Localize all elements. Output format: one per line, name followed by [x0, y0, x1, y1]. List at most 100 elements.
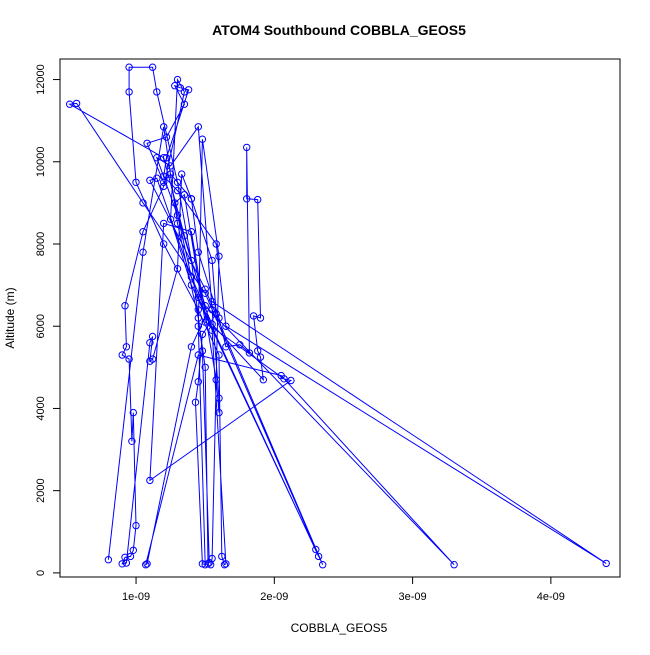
data-point: [198, 347, 207, 355]
chart-title: ATOM4 Southbound COBBLA_GEOS5: [212, 22, 466, 38]
data-point: [153, 154, 161, 162]
data-point: [215, 394, 223, 402]
data-point: [122, 343, 131, 351]
data-point: [215, 351, 223, 359]
data-point: [148, 355, 157, 363]
data-point: [142, 561, 150, 569]
data-point: [146, 339, 154, 347]
data-point: [256, 353, 265, 361]
data-point: [66, 100, 74, 108]
data-point: [132, 178, 140, 187]
data-point: [243, 195, 251, 203]
data-point: [139, 248, 147, 256]
data-point: [160, 182, 168, 191]
data-point: [198, 135, 207, 143]
data-point: [222, 343, 230, 351]
data-point: [160, 178, 168, 187]
data-point: [173, 211, 182, 219]
data-point: [208, 306, 216, 314]
data-point: [201, 285, 209, 293]
y-axis: 0 2000 4000 6000 8000 10000 12000: [35, 64, 61, 576]
data-point: [173, 178, 182, 187]
y-tick-label: 6000: [35, 314, 47, 338]
x-axis-label: COBBLA_GEOS5: [291, 621, 388, 635]
data-point: [173, 219, 182, 228]
data-point: [602, 559, 610, 568]
data-point: [201, 302, 209, 310]
data-point: [143, 139, 151, 148]
data-point: [128, 437, 136, 445]
data-point: [191, 398, 200, 406]
data-point: [194, 314, 203, 322]
data-point: [143, 560, 151, 568]
data-point: [121, 302, 129, 310]
data-point: [215, 252, 223, 260]
data-point: [148, 332, 157, 341]
x-axis: 1e-09 2e-09 3e-09 4e-09: [122, 576, 565, 603]
data-point: [277, 371, 285, 380]
data-point: [153, 88, 161, 96]
data-point: [180, 232, 189, 240]
y-tick-label: 4000: [35, 396, 47, 420]
data-point: [259, 376, 267, 384]
data-point: [212, 376, 220, 384]
data-point: [166, 162, 175, 170]
x-tick-label: 4e-09: [537, 591, 565, 603]
data-point: [187, 256, 196, 265]
data-point: [173, 75, 182, 84]
y-tick-label: 10000: [35, 146, 47, 177]
data-point: [287, 376, 295, 385]
data-point: [222, 322, 230, 330]
data-point: [148, 63, 157, 71]
data-point: [125, 355, 133, 363]
data-point: [256, 314, 265, 322]
data-point: [180, 191, 189, 199]
data-point: [139, 199, 147, 207]
plot-frame: [59, 58, 621, 578]
x-tick-label: 1e-09: [122, 591, 150, 603]
data-point: [249, 312, 258, 320]
data-point: [72, 99, 81, 108]
data-point: [125, 63, 133, 71]
data-point: [187, 281, 196, 289]
data-point: [245, 349, 254, 357]
data-point: [178, 170, 186, 178]
data-point: [118, 560, 126, 568]
data-point: [218, 552, 226, 561]
data-point: [319, 561, 327, 569]
data-point: [184, 86, 193, 94]
data-point: [208, 256, 216, 265]
x-tick-label: 3e-09: [399, 591, 427, 603]
data-point: [194, 123, 203, 131]
data-point: [220, 561, 229, 569]
data-point: [212, 240, 220, 248]
data-point: [126, 552, 135, 561]
data-point: [162, 154, 171, 162]
data-point: [243, 143, 251, 152]
data-point: [201, 561, 209, 569]
data-point: [166, 215, 175, 224]
data-point: [104, 556, 113, 564]
data-point: [208, 320, 216, 328]
data-point: [201, 318, 209, 326]
data-point: [118, 351, 126, 359]
data-point: [187, 343, 196, 351]
data-point: [139, 228, 147, 236]
data-point: [215, 408, 223, 417]
data-point: [187, 228, 196, 236]
data-point: [171, 82, 179, 90]
data-point: [173, 186, 182, 195]
data-point: [312, 545, 320, 554]
data-point: [187, 273, 196, 281]
series-layer: [66, 63, 610, 569]
data-point: [171, 199, 179, 207]
data-point: [146, 476, 154, 485]
data-point: [180, 88, 189, 96]
data-point: [194, 306, 203, 314]
y-tick-label: 2000: [35, 478, 47, 502]
x-tick-label: 2e-09: [260, 591, 288, 603]
data-point: [207, 561, 215, 569]
data-point: [198, 330, 207, 339]
data-point: [132, 521, 140, 530]
